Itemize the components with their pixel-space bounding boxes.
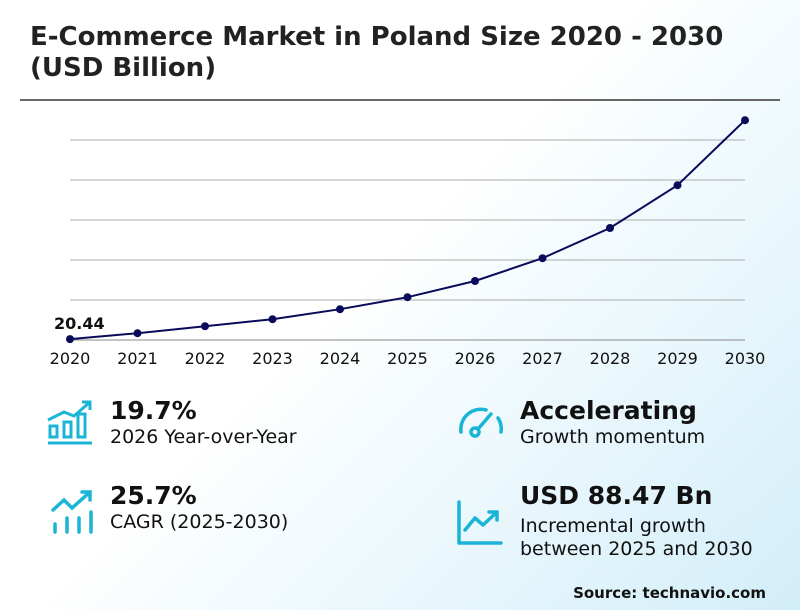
stat-momentum: Accelerating Growth momentum xyxy=(520,396,705,449)
data-point xyxy=(741,116,749,125)
source-credit: Source: technavio.com xyxy=(573,584,766,602)
title-line-2: (USD Billion) xyxy=(30,53,217,83)
x-tick-label: 2022 xyxy=(185,349,226,368)
title-line-1: E-Commerce Market in Poland Size 2020 - … xyxy=(30,22,724,52)
momentum-label: Growth momentum xyxy=(520,426,706,448)
data-point xyxy=(336,305,344,314)
stat-cagr: 25.7% CAGR (2025-2030) xyxy=(110,481,288,534)
x-tick-label: 2026 xyxy=(455,349,496,368)
data-point xyxy=(471,277,479,285)
line-chart: 2020 2021 2022 2023 2024 2025 2026 2027 2028 2029… xyxy=(50,116,766,368)
title-divider xyxy=(20,99,780,101)
chart-title: E-Commerce Market in Poland Size 2020 - … xyxy=(30,22,723,84)
data-point xyxy=(66,335,74,344)
x-tick-label: 2023 xyxy=(252,349,293,368)
speedometer-icon xyxy=(459,407,503,438)
x-tick-label: 2024 xyxy=(320,349,361,368)
x-tick-label: 2028 xyxy=(590,349,631,368)
x-tick-label: 2027 xyxy=(522,349,563,368)
x-tick-label: 2021 xyxy=(117,349,158,368)
data-label: 20.44 xyxy=(54,314,105,333)
incremental-label-2: between 2025 and 2030 xyxy=(520,538,753,560)
data-point xyxy=(538,254,547,263)
data-point xyxy=(133,329,142,338)
cagr-value: 25.7% xyxy=(110,481,197,510)
bar-chart-growth-icon xyxy=(47,400,92,445)
yoy-value: 19.7% xyxy=(110,396,197,425)
cagr-label: CAGR (2025-2030) xyxy=(110,511,289,533)
x-tick-label: 2025 xyxy=(387,349,428,368)
data-point xyxy=(403,293,412,302)
data-point xyxy=(201,322,209,331)
series-line xyxy=(69,119,746,341)
data-point xyxy=(673,181,682,190)
yoy-label: 2026 Year-over-Year xyxy=(110,426,297,448)
data-point xyxy=(606,224,614,232)
incremental-value: USD 88.47 Bn xyxy=(520,481,713,510)
momentum-value: Accelerating xyxy=(520,396,697,425)
x-tick-label: 2029 xyxy=(657,349,698,368)
stat-incremental: USD 88.47 Bn Incremental growth between … xyxy=(520,481,753,561)
line-chart-icon xyxy=(457,500,503,545)
stat-yoy: 19.7% 2026 Year-over-Year xyxy=(110,396,297,449)
incremental-label-1: Incremental growth xyxy=(520,515,706,537)
x-tick-label: 2030 xyxy=(725,349,766,368)
trend-up-icon xyxy=(51,490,93,534)
x-tick-label: 2020 xyxy=(50,349,91,368)
data-point xyxy=(268,315,277,324)
